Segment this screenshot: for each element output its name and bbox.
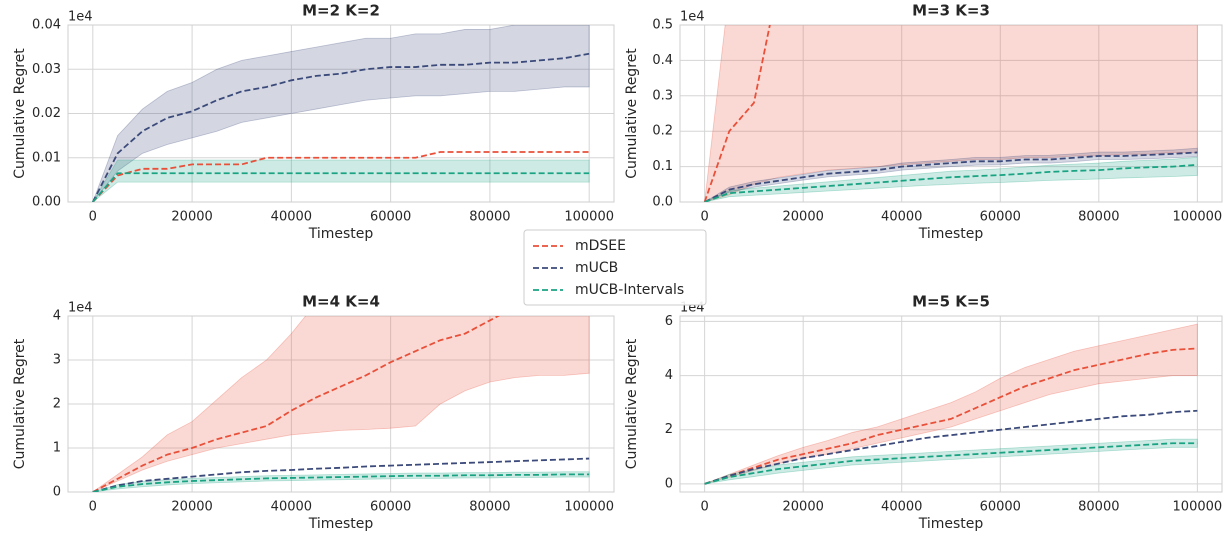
x-tick-label: 40000 [271, 210, 312, 225]
y-tick-label: 0 [53, 485, 61, 500]
y-offset-label: 1e4 [68, 301, 93, 316]
series-line [704, 409, 1198, 485]
legend: mDSEE mUCB mUCB-Intervals [523, 229, 707, 306]
x-tick-label: 100000 [1173, 210, 1223, 225]
x-tick-label: 80000 [1078, 500, 1119, 515]
confidence-band [704, 25, 1198, 202]
x-tick-label: 0 [89, 500, 97, 515]
y-tick-label: 4 [53, 309, 61, 324]
confidence-band [92, 25, 590, 202]
x-tick-label: 20000 [171, 210, 212, 225]
y-tick-label: 0.5 [652, 18, 673, 33]
x-tick-label: 60000 [980, 210, 1021, 225]
subplot: 0.0 0.1 0.2 0.3 0.4 0.5 0 20000 40000 60000 80000 1… [624, 2, 1223, 242]
y-tick-label: 3 [53, 353, 61, 368]
x-axis-label: Timestep [308, 226, 374, 242]
y-tick-label: 0.01 [32, 150, 61, 165]
x-tick-label: 20000 [783, 210, 824, 225]
series-line [92, 316, 501, 492]
x-axis-label: Timestep [918, 226, 984, 242]
y-tick-label: 0.00 [32, 195, 61, 210]
chart-title: M=3 K=3 [912, 2, 990, 20]
subplot: 0 2 4 6 0 20000 40000 60000 80000 100000 M=5 K=5 Ti… [624, 293, 1223, 532]
y-axis-label: Cumulative Regret [12, 48, 28, 179]
legend-label: mDSEE [575, 238, 626, 254]
x-tick-label: 0 [89, 210, 97, 225]
series-line [92, 172, 590, 202]
x-tick-label: 20000 [171, 500, 212, 515]
legend-label: mUCB-Intervals [575, 282, 684, 298]
x-tick-label: 0 [700, 500, 708, 515]
y-tick-label: 0.02 [32, 106, 61, 121]
chart-title: M=4 K=4 [302, 293, 380, 311]
y-tick-label: 0.4 [652, 53, 673, 68]
subplot: 0.00 0.01 0.02 0.03 0.04 0 20000 40000 60000 8000… [12, 2, 615, 242]
series-line [92, 473, 590, 492]
chart-title: M=2 K=2 [302, 2, 380, 20]
confidence-band [704, 323, 1198, 485]
y-axis-label: Cumulative Regret [624, 338, 640, 469]
y-tick-label: 0.1 [652, 159, 673, 174]
x-tick-label: 100000 [564, 210, 614, 225]
plot-frame [67, 315, 615, 493]
confidence-band [92, 471, 590, 492]
x-axis-label: Timestep [308, 516, 374, 532]
y-tick-label: 0.03 [32, 62, 61, 77]
y-tick-label: 1 [53, 441, 61, 456]
y-tick-label: 0.0 [652, 195, 673, 210]
x-tick-label: 100000 [1173, 500, 1223, 515]
x-tick-label: 80000 [469, 210, 510, 225]
x-tick-label: 100000 [564, 500, 614, 515]
legend-label: mUCB [575, 260, 618, 276]
y-tick-label: 0 [665, 476, 673, 491]
subplot: 0 1 2 3 4 0 20000 40000 60000 80000 100000 M=4 K=4 T… [12, 293, 615, 532]
plot-frame [679, 24, 1223, 203]
x-tick-label: 60000 [980, 500, 1021, 515]
series-line [92, 457, 590, 492]
confidence-band [704, 156, 1198, 202]
x-tick-label: 80000 [1078, 210, 1119, 225]
confidence-band [92, 316, 590, 492]
y-axis-label: Cumulative Regret [12, 338, 28, 469]
x-tick-label: 40000 [881, 210, 922, 225]
x-tick-label: 40000 [881, 500, 922, 515]
x-tick-label: 20000 [783, 500, 824, 515]
chart-title: M=5 K=5 [912, 293, 990, 311]
series-line [704, 347, 1198, 485]
series-line [92, 151, 590, 202]
x-axis-label: Timestep [918, 516, 984, 532]
y-tick-label: 6 [665, 314, 673, 329]
y-offset-label: 1e4 [68, 10, 93, 25]
series-line [703, 25, 771, 202]
y-tick-label: 4 [665, 368, 673, 383]
plot-frame [679, 315, 1223, 493]
y-offset-label: 1e4 [680, 10, 705, 25]
series-line [92, 52, 590, 202]
y-tick-label: 0.3 [652, 88, 673, 103]
y-tick-label: 2 [53, 397, 61, 412]
x-tick-label: 60000 [370, 210, 411, 225]
confidence-band [92, 159, 590, 202]
series-line [704, 151, 1198, 202]
y-tick-label: 0.2 [652, 124, 673, 139]
y-tick-label: 2 [665, 422, 673, 437]
x-tick-label: 0 [700, 210, 708, 225]
x-tick-label: 60000 [370, 500, 411, 515]
x-tick-label: 40000 [271, 500, 312, 515]
y-axis-label: Cumulative Regret [624, 48, 640, 179]
series-line [704, 163, 1198, 202]
legend-box [523, 229, 707, 306]
y-tick-label: 0.04 [32, 18, 61, 33]
x-tick-label: 80000 [469, 500, 510, 515]
series-line [704, 442, 1198, 485]
plot-frame [67, 24, 615, 203]
